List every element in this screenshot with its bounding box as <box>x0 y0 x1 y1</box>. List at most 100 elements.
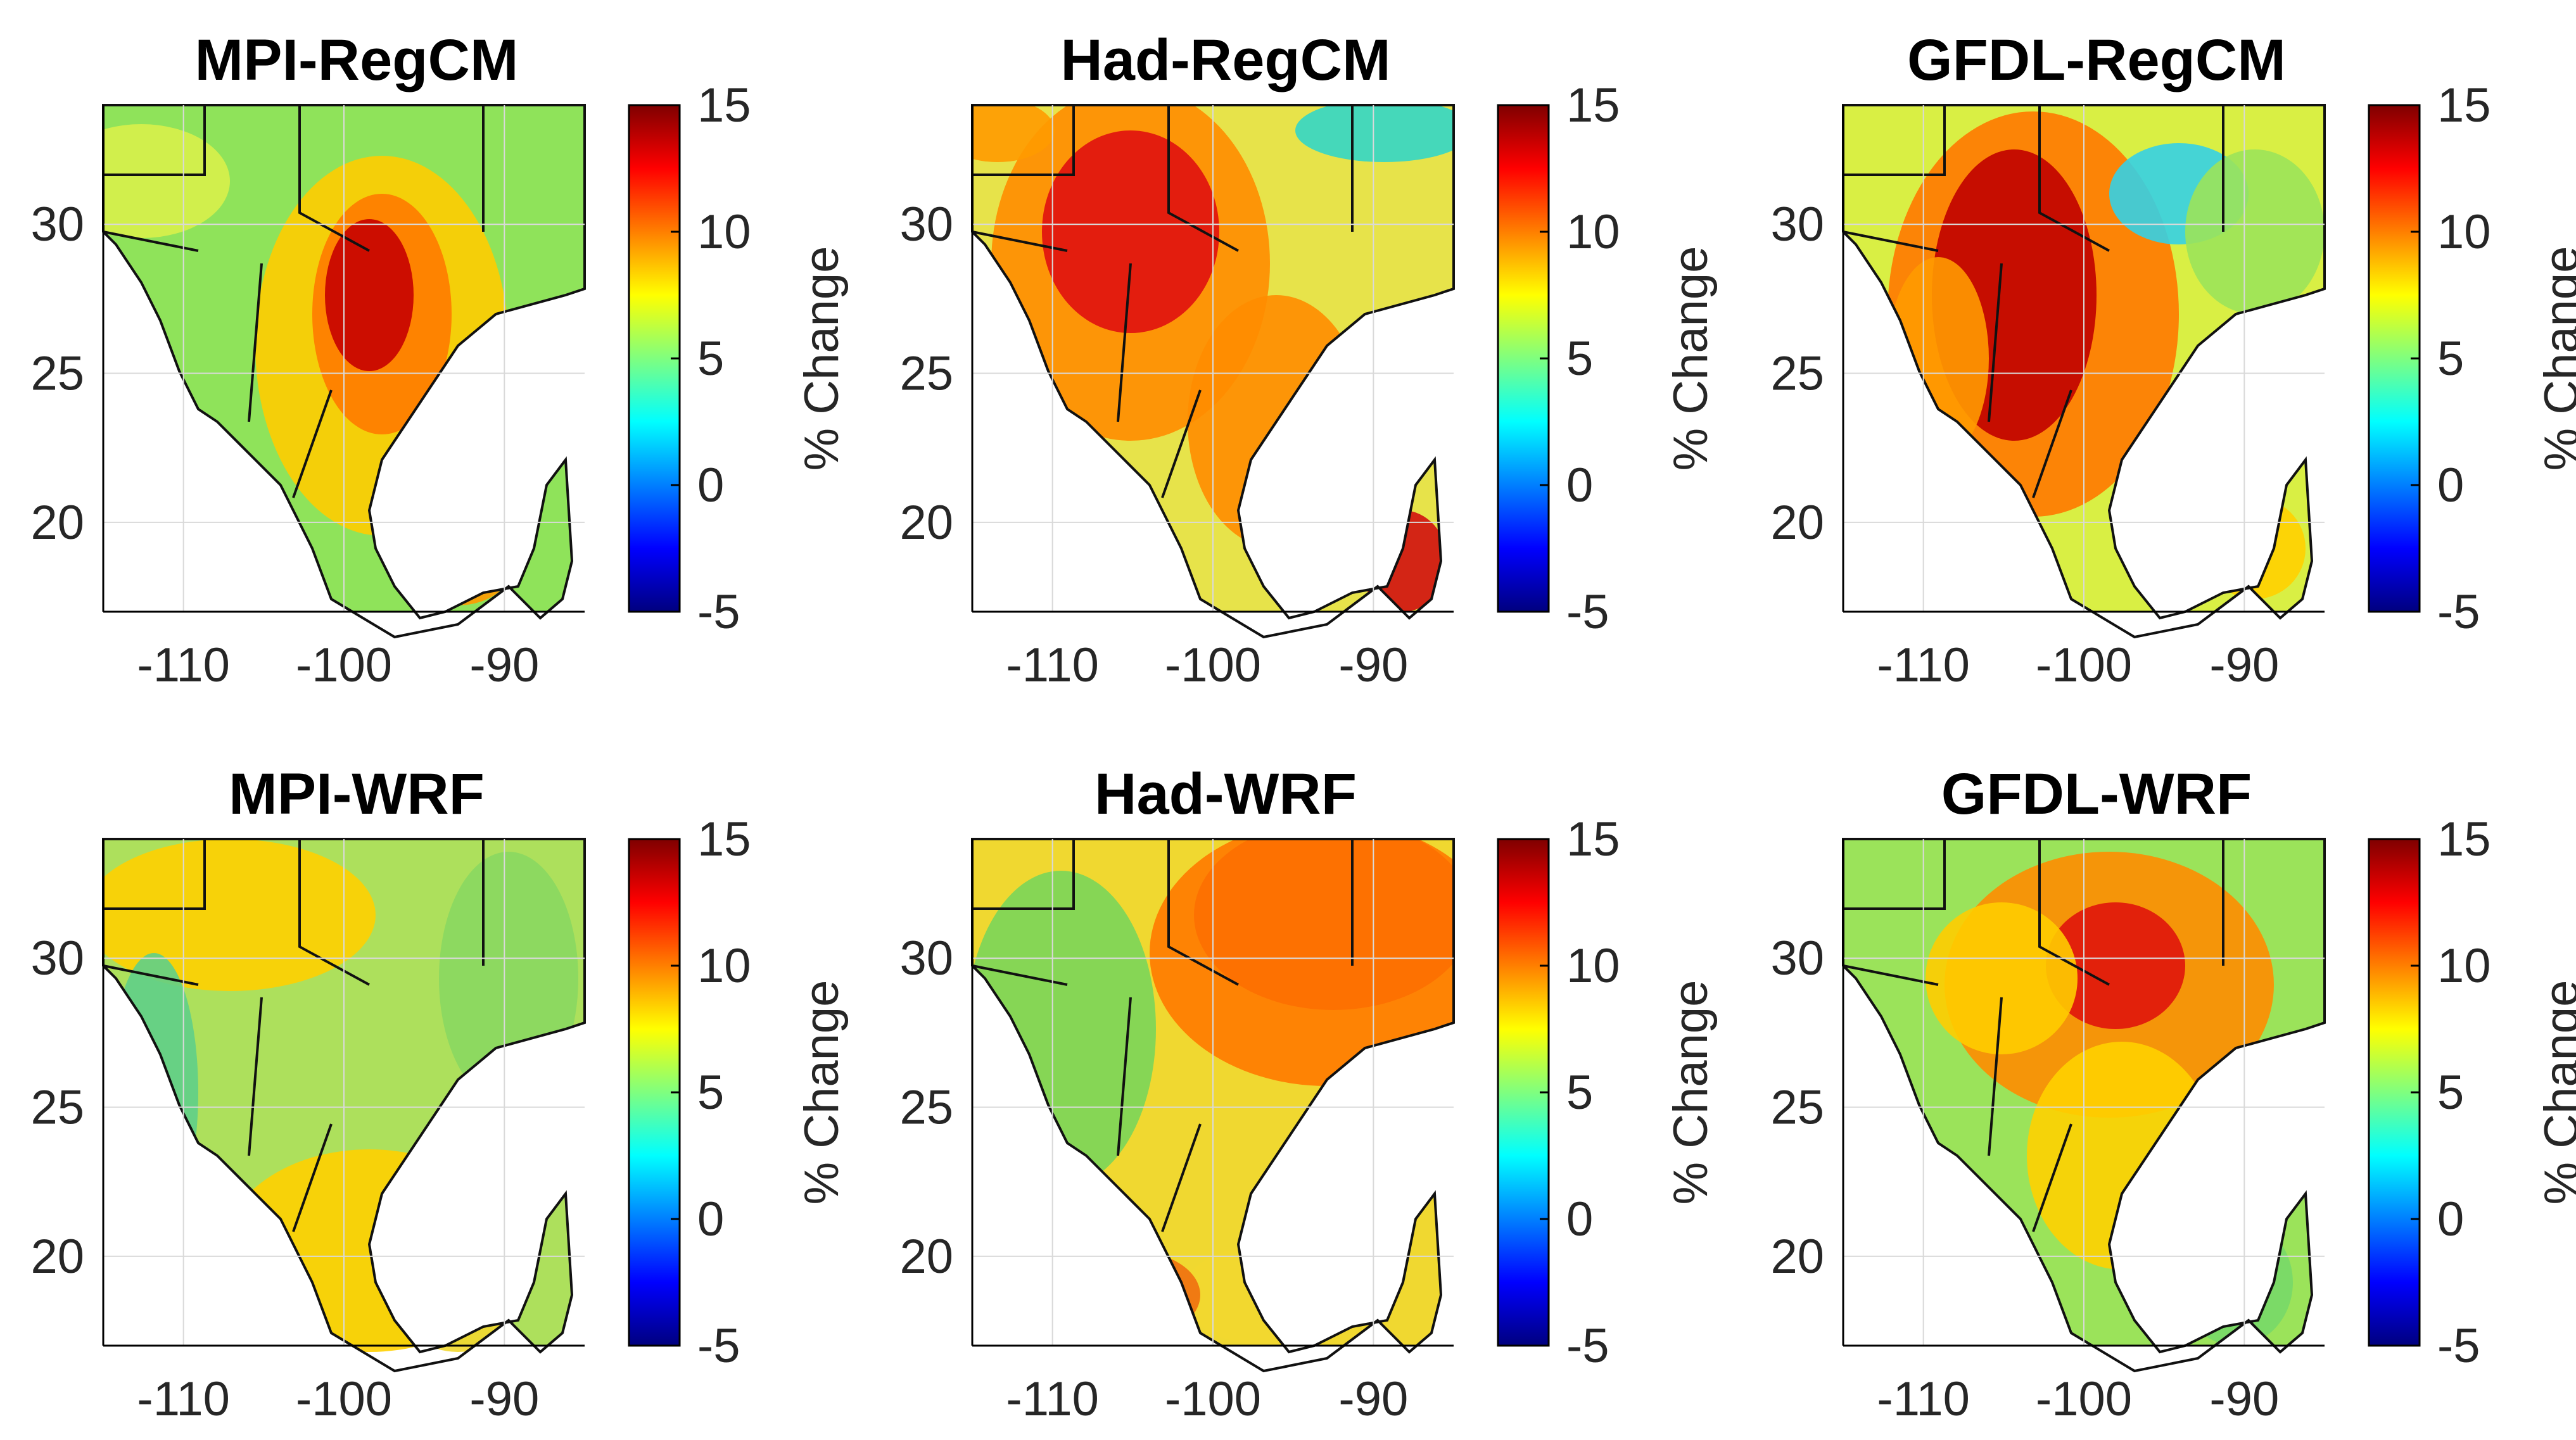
colorbar-tick-label: 0 <box>2437 1192 2464 1246</box>
colorbar-tick-label: 15 <box>1566 79 1620 132</box>
x-tick-label: -90 <box>1338 638 1408 692</box>
map-panel: MPI-RegCM -110 -100 -90 30 25 20 15 10 5 0 -5 % Chan… <box>30 28 849 692</box>
y-tick-label: 30 <box>30 198 84 251</box>
x-tick-label: -100 <box>1165 638 1261 692</box>
colorbar-tick-label: 15 <box>697 79 751 132</box>
state-borders <box>103 105 485 498</box>
coastline <box>1842 838 2326 1373</box>
colorbar-tick-label: 10 <box>2437 939 2491 993</box>
y-tick-label: 25 <box>30 1081 84 1135</box>
coastline <box>1842 104 2326 639</box>
field-contour <box>972 105 1055 162</box>
colorbar-tick-label: 5 <box>1566 1066 1593 1120</box>
y-tick-label: 30 <box>1770 198 1824 251</box>
y-tick-label: 20 <box>30 496 84 550</box>
coastline <box>971 104 1455 639</box>
coastline <box>102 104 586 639</box>
y-tick-label: 25 <box>1770 347 1824 401</box>
colorbar-tick-label: 15 <box>2437 812 2491 866</box>
colorbar-tick-label: 10 <box>2437 205 2491 259</box>
colorbar-tick-label: 5 <box>697 332 724 386</box>
state-borders <box>103 839 485 1232</box>
field-contour <box>2185 149 2325 314</box>
x-tick-label: -90 <box>2209 638 2279 692</box>
y-tick-label: 25 <box>1770 1081 1824 1135</box>
panel-title: MPI-RegCM <box>194 28 518 92</box>
panel-title: GFDL-RegCM <box>1907 28 2286 92</box>
x-tick-label: -110 <box>1006 1372 1098 1426</box>
x-tick-label: -110 <box>137 638 229 692</box>
colorbar <box>2368 838 2421 1347</box>
colorbar-tick-label: -5 <box>2437 585 2480 639</box>
field-contour <box>325 219 414 371</box>
colorbar-tick-label: 15 <box>697 812 751 866</box>
x-tick-label: -110 <box>137 1372 229 1426</box>
colorbar-tick-label: -5 <box>697 585 740 639</box>
colorbar-tick-label: 5 <box>1566 332 1593 386</box>
colorbar-tick-label: 5 <box>2437 332 2464 386</box>
field-contour <box>103 839 376 991</box>
y-tick-label: 25 <box>899 1081 953 1135</box>
colorbar-tick-label: -5 <box>1566 1319 1609 1373</box>
map-panel: Had-WRF -110 -100 -90 30 25 20 15 10 5 0 -5 % Change <box>899 762 1718 1426</box>
coastline <box>102 838 586 1373</box>
x-tick-label: -100 <box>296 1372 392 1426</box>
map-panel: GFDL-WRF -110 -100 -90 30 25 20 15 10 5 0 -5 % Chang… <box>1770 762 2576 1426</box>
colorbar-label: % Change <box>1664 980 1718 1205</box>
colorbar-label: % Change <box>2535 246 2576 471</box>
state-borders <box>1843 839 2224 1232</box>
colorbar-label: % Change <box>795 980 849 1205</box>
field-contour <box>103 124 230 238</box>
y-tick-label: 30 <box>30 932 84 985</box>
colorbar-tick-label: 0 <box>1566 1192 1593 1246</box>
state-borders <box>972 105 1354 498</box>
colorbar-tick-label: 10 <box>697 939 751 993</box>
colorbar-tick-label: 10 <box>1566 205 1620 259</box>
colorbar-tick-label: 10 <box>1566 939 1620 993</box>
colorbar-tick-label: -5 <box>1566 585 1609 639</box>
x-tick-label: -90 <box>469 638 539 692</box>
y-tick-label: 20 <box>899 496 953 550</box>
colorbar-tick-label: 5 <box>2437 1066 2464 1120</box>
colorbar-label: % Change <box>2535 980 2576 1205</box>
colorbar-tick-label: 0 <box>2437 458 2464 512</box>
x-tick-label: -90 <box>2209 1372 2279 1426</box>
colorbar-tick-label: 0 <box>697 1192 724 1246</box>
y-tick-label: 30 <box>1770 932 1824 985</box>
panel-title: Had-WRF <box>1094 762 1357 826</box>
colorbar-tick-label: -5 <box>697 1319 740 1373</box>
x-tick-label: -90 <box>1338 1372 1408 1426</box>
state-borders <box>1843 105 2224 498</box>
map-panel: GFDL-RegCM -110 -100 -90 30 25 20 15 10 5 0 -5 % Cha… <box>1770 28 2576 692</box>
panel-title: MPI-WRF <box>229 762 485 826</box>
colorbar-tick-label: 10 <box>697 205 751 259</box>
colorbar-label: % Change <box>1664 246 1718 471</box>
x-tick-label: -100 <box>2036 1372 2132 1426</box>
map-panel: MPI-WRF -110 -100 -90 30 25 20 15 10 5 0 -5 % Change <box>30 762 849 1426</box>
field-contour <box>1042 130 1219 333</box>
x-tick-label: -100 <box>1165 1372 1261 1426</box>
x-tick-label: -110 <box>1006 638 1098 692</box>
panel-title: Had-RegCM <box>1060 28 1390 92</box>
x-tick-label: -100 <box>296 638 392 692</box>
y-tick-label: 25 <box>899 347 953 401</box>
x-tick-label: -110 <box>1877 1372 1969 1426</box>
field-contour <box>1150 839 1454 1086</box>
field-contour <box>2046 902 2185 1029</box>
y-tick-label: 20 <box>899 1230 953 1284</box>
x-tick-label: -90 <box>469 1372 539 1426</box>
y-tick-label: 20 <box>30 1230 84 1284</box>
field-contour <box>1295 105 1454 162</box>
y-tick-label: 20 <box>1770 1230 1824 1284</box>
panel-title: GFDL-WRF <box>1941 762 2252 826</box>
colorbar-label: % Change <box>795 246 849 471</box>
map-panel: Had-RegCM -110 -100 -90 30 25 20 15 10 5 0 -5 % Chan… <box>899 28 1718 692</box>
y-tick-label: 30 <box>899 932 953 985</box>
colorbar-tick-label: -5 <box>2437 1319 2480 1373</box>
y-tick-label: 25 <box>30 347 84 401</box>
y-tick-label: 30 <box>899 198 953 251</box>
x-tick-label: -100 <box>2036 638 2132 692</box>
coastline <box>971 838 1455 1373</box>
state-borders <box>972 839 1354 1232</box>
